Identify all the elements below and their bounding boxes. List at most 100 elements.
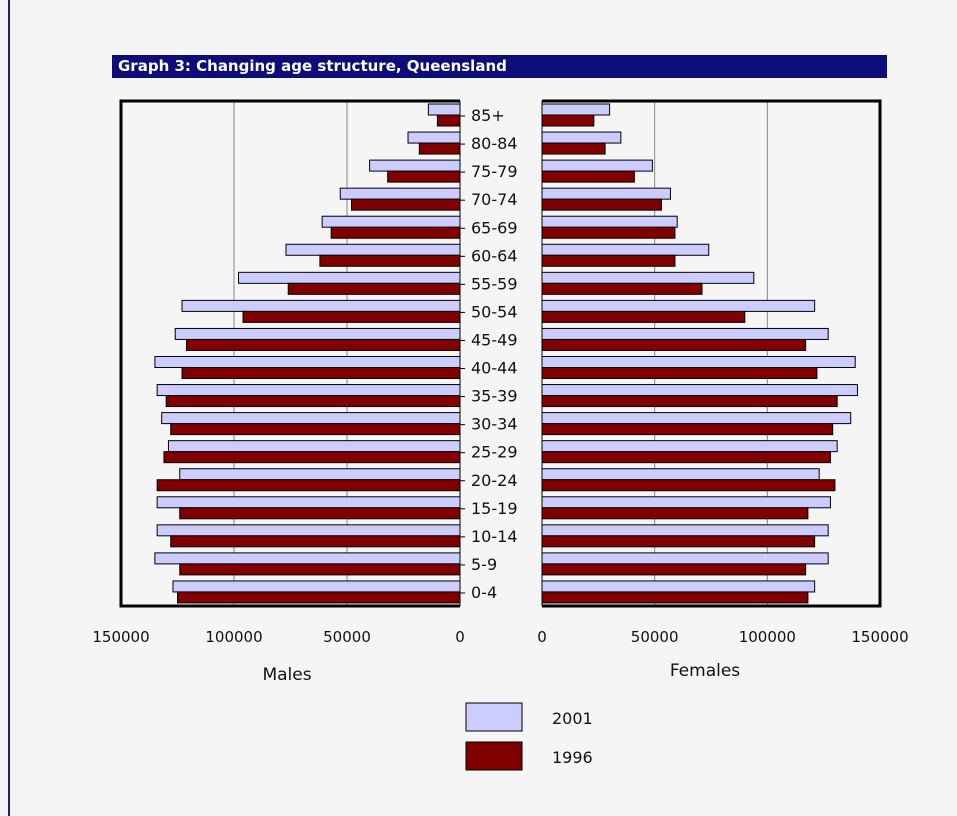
females-bar-1996-50-54	[541, 310, 746, 323]
age-label-55-59: 55-59	[471, 274, 518, 293]
females-bar-2001-15-19	[541, 496, 831, 509]
males-bar-2001-70-74	[339, 187, 461, 200]
age-label-10-14: 10-14	[471, 527, 518, 546]
males-panel	[119, 99, 461, 608]
males-bar-1996-70-74	[351, 198, 461, 211]
females-bar-1996-70-74	[541, 198, 662, 211]
age-label-60-64: 60-64	[471, 246, 518, 265]
legend-swatch-1996	[465, 741, 523, 771]
males-frame	[119, 99, 460, 608]
males-bar-1996-15-19	[179, 507, 461, 520]
males-bar-1996-60-64	[319, 254, 461, 267]
females-bar-2001-25-29	[541, 440, 838, 453]
females-axis-ticks: 0 50000 100000 150000	[537, 628, 908, 646]
females-bar-1996-45-49	[541, 338, 807, 351]
males-bar-1996-30-34	[170, 423, 461, 436]
females-bar-1996-25-29	[541, 451, 831, 464]
males-axis-label: Males	[262, 665, 311, 685]
females-bar-1996-15-19	[541, 507, 809, 520]
males-bar-1996-35-39	[165, 395, 461, 408]
males-tick-label: 50000	[323, 628, 371, 646]
males-bar-1996-5-9	[179, 563, 461, 576]
females-frame	[542, 99, 882, 608]
age-label-15-19: 15-19	[471, 499, 518, 518]
males-plot-area	[121, 101, 460, 606]
males-bar-1996-25-29	[163, 451, 461, 464]
females-bar-2001-30-34	[541, 412, 852, 425]
males-bar-1996-40-44	[181, 367, 461, 379]
females-bar-2001-35-39	[541, 384, 858, 397]
females-bar-2001-20-24	[541, 468, 820, 481]
males-bar-2001-45-49	[174, 327, 461, 340]
females-bar-2001-65-69	[541, 215, 678, 228]
age-label-85+: 85+	[471, 106, 505, 125]
males-bar-2001-25-29	[167, 440, 461, 453]
females-bar-2001-45-49	[541, 327, 829, 340]
males-bar-2001-10-14	[156, 524, 461, 537]
females-plot-area	[542, 101, 880, 606]
females-bar-2001-80-84	[541, 131, 622, 144]
females-bar-2001-5-9	[541, 552, 829, 565]
females-bar-1996-5-9	[541, 563, 807, 576]
age-label-20-24: 20-24	[471, 471, 518, 490]
females-bar-2001-75-79	[541, 159, 653, 172]
males-tick-label: 0	[455, 628, 465, 646]
females-bar-1996-80-84	[541, 142, 606, 155]
males-bar-2001-30-34	[161, 412, 461, 425]
males-bar-1996-85+	[436, 114, 461, 127]
age-label-50-54: 50-54	[471, 302, 518, 321]
males-bar-2001-20-24	[179, 468, 461, 481]
age-label-35-39: 35-39	[471, 387, 518, 406]
age-label-5-9: 5-9	[471, 555, 497, 574]
females-bar-2001-10-14	[541, 524, 829, 537]
males-bar-2001-65-69	[321, 215, 461, 228]
age-label-40-44: 40-44	[471, 359, 518, 378]
left-border-line	[8, 0, 10, 816]
females-bar-1996-60-64	[541, 254, 676, 267]
males-bar-2001-35-39	[156, 384, 461, 397]
females-bar-1996-55-59	[541, 282, 703, 295]
females-bar-1996-40-44	[541, 367, 818, 379]
males-axis-ticks: 150000 100000 50000 0	[92, 628, 464, 646]
females-bar-1996-65-69	[541, 226, 676, 239]
males-bar-2001-40-44	[154, 356, 461, 368]
males-bar-1996-55-59	[287, 282, 461, 295]
males-tick-label: 150000	[92, 628, 149, 646]
females-bar-2001-55-59	[541, 271, 755, 284]
males-bar-2001-55-59	[238, 271, 461, 284]
legend-label-1996: 1996	[552, 748, 593, 767]
females-bar-1996-75-79	[541, 170, 635, 183]
females-bar-1996-30-34	[541, 423, 834, 436]
age-label-70-74: 70-74	[471, 190, 518, 209]
males-bar-2001-85+	[427, 103, 461, 116]
females-bar-1996-35-39	[541, 395, 838, 408]
legend: 2001 1996	[465, 702, 593, 771]
females-bar-2001-85+	[541, 103, 611, 116]
females-bar-2001-0-4	[541, 580, 816, 593]
males-bar-2001-80-84	[407, 131, 461, 144]
males-bar-2001-5-9	[154, 552, 461, 565]
males-bar-1996-45-49	[186, 338, 461, 351]
females-bar-2001-40-44	[541, 356, 856, 368]
legend-swatch-2001	[465, 702, 523, 732]
males-bar-1996-10-14	[170, 535, 461, 548]
females-bar-2001-60-64	[541, 243, 710, 256]
males-bar-2001-0-4	[172, 580, 461, 593]
females-tick-label: 150000	[851, 628, 908, 646]
males-bar-1996-65-69	[330, 226, 461, 239]
females-tick-label: 100000	[739, 628, 796, 646]
chart-title: Graph 3: Changing age structure, Queensl…	[112, 55, 887, 78]
age-label-80-84: 80-84	[471, 134, 518, 153]
males-tick-label: 100000	[205, 628, 262, 646]
age-label-65-69: 65-69	[471, 218, 518, 237]
males-bar-1996-0-4	[177, 591, 461, 604]
age-group-labels: 0-4 5-9 10-14 15-19 20-24 25-29 30-34 35-39 40-4…	[460, 106, 518, 602]
males-bar-2001-60-64	[285, 243, 461, 256]
males-bar-1996-20-24	[156, 479, 461, 492]
age-label-0-4: 0-4	[471, 583, 497, 602]
age-label-25-29: 25-29	[471, 443, 518, 462]
females-bar-1996-85+	[541, 114, 595, 127]
age-label-30-34: 30-34	[471, 415, 518, 434]
